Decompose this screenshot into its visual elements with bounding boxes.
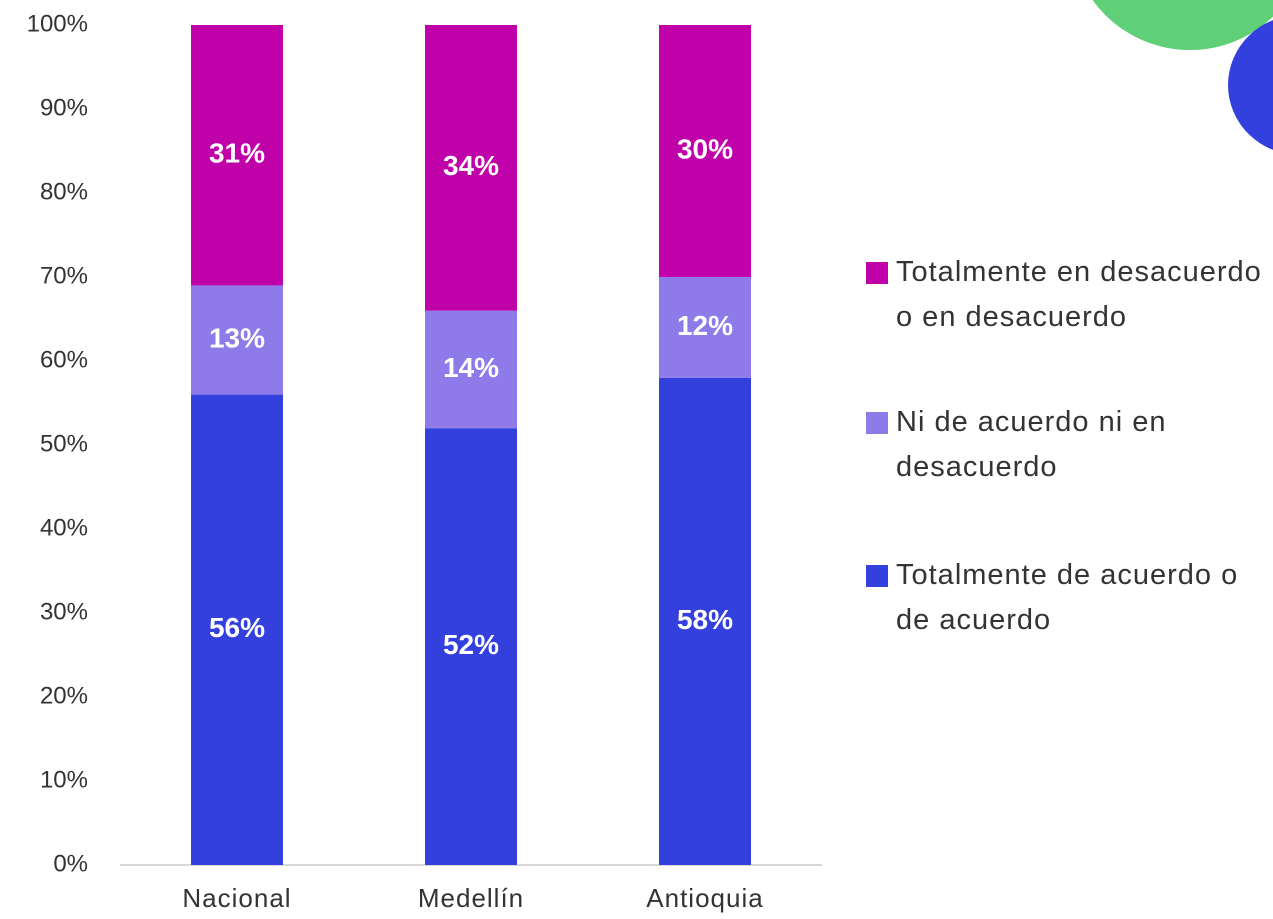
bar-segment [425,25,517,311]
bar-segment [659,25,751,277]
legend-item: Totalmente en desacuerdo o en desacuerdo [866,250,1266,340]
legend-swatch [866,565,888,587]
y-tick-label: 0% [53,850,88,877]
bar-segment [425,428,517,865]
y-tick-label: 30% [40,598,88,625]
bar-segment [659,277,751,378]
legend-label: Ni de acuerdo ni en desacuerdo [896,406,1167,483]
y-tick-label: 40% [40,514,88,541]
data-label: 30% [677,133,733,164]
y-tick-label: 20% [40,682,88,709]
decoration [1092,0,1273,50]
x-tick-label: Antioquia [646,883,763,913]
legend-item: Totalmente de acuerdo o de acuerdo [866,553,1266,643]
bar-segment [659,377,751,865]
y-tick-label: 90% [40,94,88,121]
y-tick-label: 10% [40,766,88,793]
x-tick-label: Nacional [182,883,291,913]
data-label: 12% [677,310,733,341]
data-label: 58% [677,604,733,635]
data-label: 31% [209,138,265,169]
decoration [1228,20,1273,150]
legend-item: Ni de acuerdo ni en desacuerdo [866,400,1266,490]
legend-label: Totalmente de acuerdo o de acuerdo [896,559,1239,636]
bar-segment [191,285,283,395]
legend-swatch [866,262,888,284]
legend-label: Totalmente en desacuerdo o en desacuerdo [896,256,1262,333]
data-label: 14% [443,352,499,383]
y-tick-label: 50% [40,430,88,457]
data-label: 56% [209,612,265,643]
x-tick-label: Medellín [418,883,524,913]
data-label: 52% [443,629,499,660]
bar-segment [191,25,283,286]
bar-segment [191,394,283,865]
y-tick-label: 100% [27,10,88,37]
y-tick-label: 60% [40,346,88,373]
bar-segment [425,310,517,429]
data-label: 13% [209,322,265,353]
y-tick-label: 80% [40,178,88,205]
legend-swatch [866,412,888,434]
data-label: 34% [443,150,499,181]
y-tick-label: 70% [40,262,88,289]
